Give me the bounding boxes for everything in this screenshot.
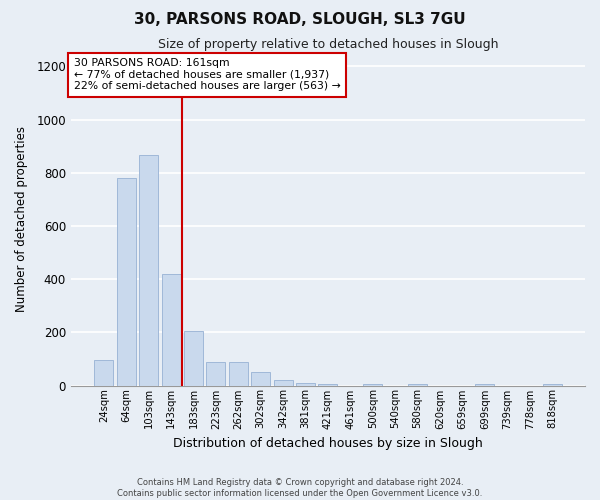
Y-axis label: Number of detached properties: Number of detached properties [15, 126, 28, 312]
Bar [296, 383, 315, 386]
Bar [184, 331, 203, 386]
Bar [274, 380, 293, 386]
Bar [206, 362, 226, 386]
Title: Size of property relative to detached houses in Slough: Size of property relative to detached ho… [158, 38, 498, 51]
Bar [319, 384, 337, 386]
Bar [542, 384, 562, 386]
Text: 30 PARSONS ROAD: 161sqm
← 77% of detached houses are smaller (1,937)
22% of semi: 30 PARSONS ROAD: 161sqm ← 77% of detache… [74, 58, 340, 91]
Bar [94, 360, 113, 386]
Text: 30, PARSONS ROAD, SLOUGH, SL3 7GU: 30, PARSONS ROAD, SLOUGH, SL3 7GU [134, 12, 466, 28]
Bar [251, 372, 270, 386]
Bar [363, 384, 382, 386]
Bar [117, 178, 136, 386]
Bar [229, 362, 248, 386]
Bar [408, 384, 427, 386]
Bar [475, 384, 494, 386]
Bar [139, 156, 158, 386]
X-axis label: Distribution of detached houses by size in Slough: Distribution of detached houses by size … [173, 437, 483, 450]
Text: Contains HM Land Registry data © Crown copyright and database right 2024.
Contai: Contains HM Land Registry data © Crown c… [118, 478, 482, 498]
Bar [161, 274, 181, 386]
